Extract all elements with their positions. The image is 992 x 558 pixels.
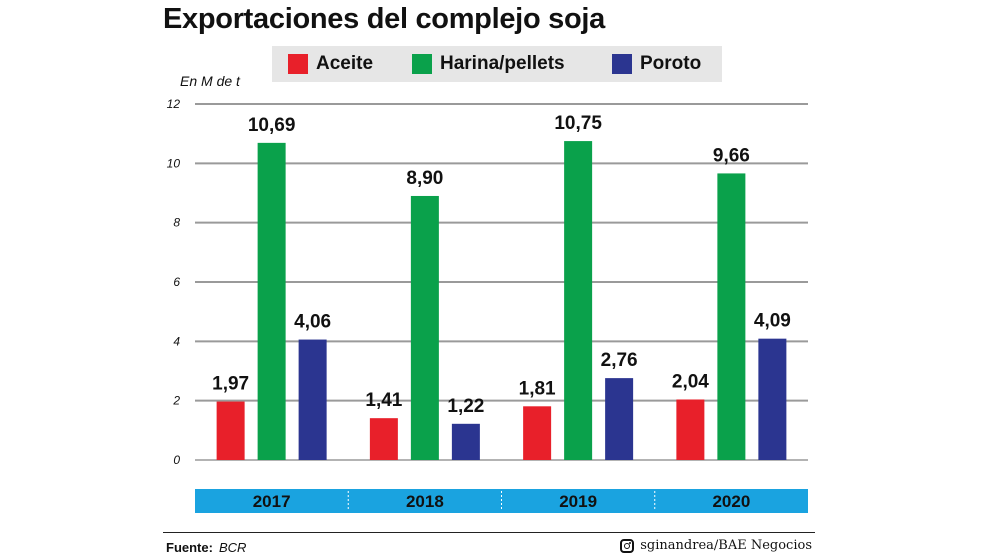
data-label: 2,76 [601,350,638,371]
data-label: 1,97 [212,374,249,395]
data-label: 10,69 [248,115,296,136]
y-tick-label: 8 [173,216,180,230]
y-tick-label: 12 [167,97,181,111]
bar [564,141,593,461]
bar [605,378,634,460]
data-label: 4,09 [754,311,791,332]
bar [523,406,552,460]
source-label: Fuente: [166,540,213,555]
bar [369,418,398,460]
x-tick-label: 2017 [253,492,291,511]
y-tick-label: 2 [172,394,180,408]
legend-label-aceite: Aceite [316,53,374,74]
x-tick-label: 2018 [406,492,444,511]
bar [216,401,245,460]
data-label: 10,75 [554,113,602,134]
legend-label-poroto: Poroto [640,53,702,74]
bar [257,142,286,460]
bar [298,339,327,460]
legend-item-poroto: Poroto [612,46,701,82]
chart-title: Exportaciones del complejo soja [163,3,605,35]
legend-item-harina: Harina/pellets [412,46,565,82]
source-value: BCR [218,540,247,555]
bar [717,173,746,461]
legend-item-aceite: Aceite [288,46,373,82]
legend-label-harina: Harina/pellets [440,53,565,74]
instagram-icon [620,538,635,553]
y-tick-label: 10 [167,156,181,170]
legend-swatch-poroto [612,54,632,74]
bar [676,399,705,460]
y-tick-label: 6 [173,275,180,289]
legend: Aceite Harina/pellets Poroto [272,46,722,82]
data-label: 1,22 [447,396,484,417]
credit-note: sginandrea/BAE Negocios [620,538,812,553]
legend-swatch-aceite [288,54,308,74]
x-tick-label: 2019 [559,492,597,511]
y-tick-label: 0 [173,453,180,467]
data-label: 8,90 [406,168,443,189]
x-tick-label: 2020 [712,492,750,511]
y-axis-unit-label: En M de t [180,73,240,89]
data-label: 4,06 [294,312,331,333]
data-label: 1,41 [365,390,402,411]
footer-divider [163,532,815,533]
data-label: 2,04 [672,371,709,392]
credit-text: sginandrea/BAE Negocios [640,538,812,553]
source-note: Fuente: BCR [166,540,246,555]
bar [451,423,480,460]
data-label: 9,66 [713,145,750,166]
bar [758,338,787,460]
bar [410,195,439,460]
data-label: 1,81 [519,378,556,399]
legend-swatch-harina [412,54,432,74]
y-tick-label: 4 [173,334,180,348]
